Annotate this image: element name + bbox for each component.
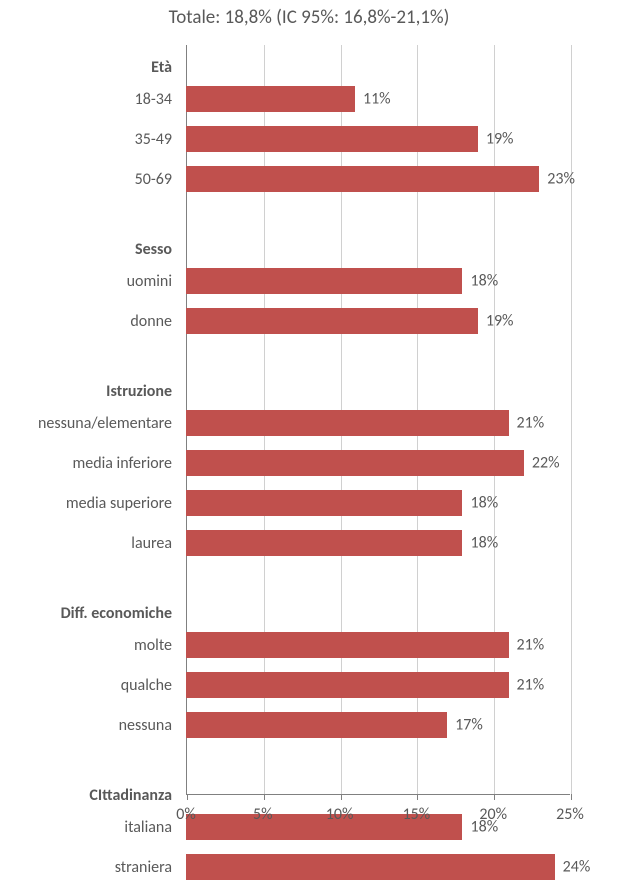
value-label: 11% (363, 90, 391, 109)
bar: 19% (186, 308, 478, 334)
bar-track: 21% (186, 631, 570, 659)
row-label: italiana (0, 818, 180, 837)
bar-track: 21% (186, 409, 570, 437)
row-label: media superiore (0, 494, 180, 513)
row-label: 35-49 (0, 130, 180, 149)
bar: 24% (186, 854, 555, 880)
bar-track: 22% (186, 449, 570, 477)
value-label: 19% (486, 130, 514, 149)
bar-track: 11% (186, 85, 570, 113)
bar-track: 23% (186, 165, 570, 193)
x-axis-label: 15% (403, 805, 431, 824)
x-axis-label: 0% (176, 805, 196, 824)
bar: 21% (186, 632, 509, 658)
row-label: laurea (0, 534, 180, 553)
bar-track: 17% (186, 711, 570, 739)
value-label: 23% (547, 170, 575, 189)
value-label: 21% (517, 414, 545, 433)
chart-title: Totale: 18,8% (IC 95%: 16,8%-21,1%) (0, 6, 618, 29)
bar-track: 18% (186, 813, 570, 841)
value-label: 24% (563, 858, 591, 877)
bar-track: 21% (186, 671, 570, 699)
data-row: laurea 18% (0, 529, 618, 557)
data-row: nessuna/elementare 21% (0, 409, 618, 437)
bar-track: 19% (186, 125, 570, 153)
data-row: qualche 21% (0, 671, 618, 699)
bar-track: 18% (186, 267, 570, 295)
bar: 18% (186, 530, 462, 556)
data-row: 18-34 11% (0, 85, 618, 113)
row-label: molte (0, 636, 180, 655)
bar: 21% (186, 672, 509, 698)
row-label: qualche (0, 676, 180, 695)
data-row: uomini 18% (0, 267, 618, 295)
data-row: 50-69 23% (0, 165, 618, 193)
value-label: 17% (455, 716, 483, 735)
row-label: uomini (0, 272, 180, 291)
bar: 21% (186, 410, 509, 436)
row-label: nessuna (0, 716, 180, 735)
data-row: 35-49 19% (0, 125, 618, 153)
data-row: media inferiore 22% (0, 449, 618, 477)
bar-track: 24% (186, 853, 570, 881)
bar: 23% (186, 166, 539, 192)
x-axis-label: 10% (326, 805, 354, 824)
bar-track: 19% (186, 307, 570, 335)
x-axis-label: 20% (479, 805, 507, 824)
row-label: nessuna/elementare (0, 414, 180, 433)
group-header-label: Diff. economiche (0, 604, 180, 623)
bar: 19% (186, 126, 478, 152)
group-header-label: Sesso (0, 240, 180, 259)
data-row: nessuna 17% (0, 711, 618, 739)
value-label: 22% (532, 454, 560, 473)
group-header: CIttadinanza (0, 781, 618, 809)
bar-track: 18% (186, 529, 570, 557)
row-label: 18-34 (0, 90, 180, 109)
data-row: straniera 24% (0, 853, 618, 881)
group-header: Diff. economiche (0, 599, 618, 627)
group-header: Sesso (0, 235, 618, 263)
bar: 17% (186, 712, 447, 738)
bar: 18% (186, 490, 462, 516)
bar: 11% (186, 86, 355, 112)
row-label: 50-69 (0, 170, 180, 189)
data-row: molte 21% (0, 631, 618, 659)
row-label: straniera (0, 858, 180, 877)
value-label: 18% (470, 534, 498, 553)
data-row: donne 19% (0, 307, 618, 335)
data-row: italiana 18% (0, 813, 618, 841)
group-header: Istruzione (0, 377, 618, 405)
value-label: 21% (517, 676, 545, 695)
group-header-label: CIttadinanza (0, 786, 180, 805)
bar: 22% (186, 450, 524, 476)
value-label: 21% (517, 636, 545, 655)
row-label: media inferiore (0, 454, 180, 473)
group-header-label: Età (0, 58, 180, 77)
value-label: 18% (470, 272, 498, 291)
bar-track: 18% (186, 489, 570, 517)
x-axis-label: 25% (556, 805, 584, 824)
x-axis-label: 5% (253, 805, 273, 824)
group-header-label: Istruzione (0, 382, 180, 401)
value-label: 19% (486, 312, 514, 331)
bar: 18% (186, 268, 462, 294)
chart-container: Totale: 18,8% (IC 95%: 16,8%-21,1%) Età 1… (0, 0, 618, 839)
row-label: donne (0, 312, 180, 331)
value-label: 18% (470, 494, 498, 513)
data-row: media superiore 18% (0, 489, 618, 517)
group-header: Età (0, 53, 618, 81)
